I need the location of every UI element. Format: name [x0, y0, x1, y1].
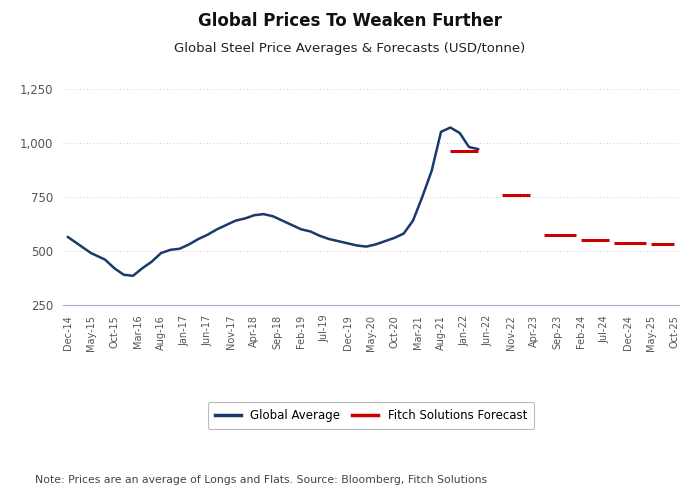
- Text: Global Prices To Weaken Further: Global Prices To Weaken Further: [198, 12, 502, 31]
- Legend: Global Average, Fitch Solutions Forecast: Global Average, Fitch Solutions Forecast: [208, 402, 534, 429]
- Text: Note: Prices are an average of Longs and Flats. Source: Bloomberg, Fitch Solutio: Note: Prices are an average of Longs and…: [35, 475, 487, 485]
- Text: Global Steel Price Averages & Forecasts (USD/tonne): Global Steel Price Averages & Forecasts …: [174, 42, 526, 55]
